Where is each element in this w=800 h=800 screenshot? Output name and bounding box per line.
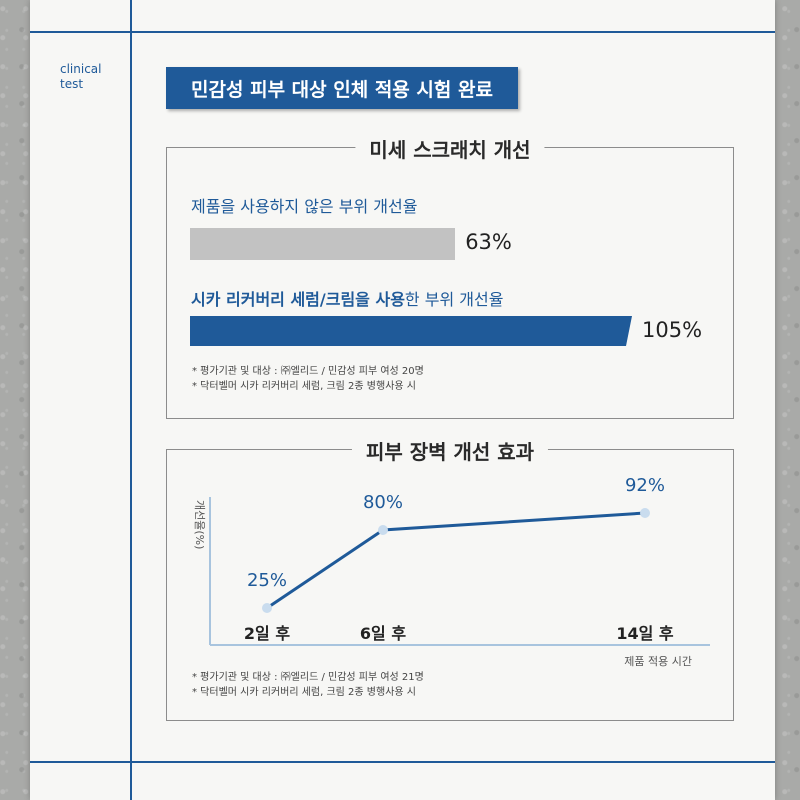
data-label-1: 25% — [247, 570, 287, 591]
side-label-line-1: clinical — [60, 62, 102, 76]
barrier-notes: * 평가기관 및 대상 : ㈜엘리드 / 민감성 피부 여성 21명 * 닥터벨… — [192, 670, 424, 700]
x-tick-label-2: 6일 후 — [360, 624, 406, 643]
scratch-note-1: * 평가기관 및 대상 : ㈜엘리드 / 민감성 피부 여성 20명 — [192, 366, 424, 377]
data-label-3: 92% — [625, 475, 665, 496]
bar-value-treated: 105% — [642, 318, 703, 342]
top-rule — [30, 31, 775, 33]
barrier-panel: 피부 장벽 개선 효과 — [166, 436, 734, 721]
bar-untreated — [190, 228, 456, 260]
x-axis-label: 제품 적용 시간 — [624, 655, 692, 668]
scratch-panel-title: 미세 스크래치 개선 — [355, 134, 545, 163]
side-label-line-2: test — [60, 77, 84, 91]
data-point-2 — [378, 525, 388, 536]
barrier-note-1: * 평가기관 및 대상 : ㈜엘리드 / 민감성 피부 여성 21명 — [192, 672, 424, 683]
data-point-1 — [262, 603, 272, 613]
page-title: 민감성 피부 대상 인체 적용 시험 완료 — [166, 67, 518, 109]
bar-label-treated: 시카 리커버리 세럼/크림을 사용한 부위 개선율 — [191, 286, 503, 310]
data-point-3 — [640, 508, 650, 518]
bar-treated — [190, 316, 632, 346]
scratch-panel: 미세 스크래치 개선 — [166, 134, 734, 419]
paper-sheet — [30, 0, 775, 800]
bar-label-treated-rest: 한 부위 개선율 — [404, 290, 504, 309]
series-line — [266, 511, 646, 610]
bar-label-untreated: 제품을 사용하지 않은 부위 개선율 — [191, 197, 418, 216]
left-rule — [130, 0, 132, 800]
x-tick-label-1: 2일 후 — [244, 624, 290, 643]
y-axis-label: 개선율(%) — [193, 500, 206, 549]
data-label-2: 80% — [363, 492, 403, 513]
barrier-note-2: * 닥터벨머 시카 리커버리 세럼, 크림 2종 병행사용 시 — [192, 687, 416, 698]
side-label: clinical test — [60, 62, 102, 92]
bottom-rule — [30, 761, 775, 763]
scratch-note-2: * 닥터벨머 시카 리커버리 세럼, 크림 2종 병행사용 시 — [192, 381, 416, 392]
bar-label-treated-emphasis: 시카 리커버리 세럼/크림을 사용 — [191, 290, 405, 309]
scratch-notes: * 평가기관 및 대상 : ㈜엘리드 / 민감성 피부 여성 20명 * 닥터벨… — [192, 364, 424, 394]
bar-value-untreated: 63% — [465, 230, 512, 254]
barrier-panel-title: 피부 장벽 개선 효과 — [351, 436, 549, 465]
x-tick-label-3: 14일 후 — [616, 624, 674, 643]
